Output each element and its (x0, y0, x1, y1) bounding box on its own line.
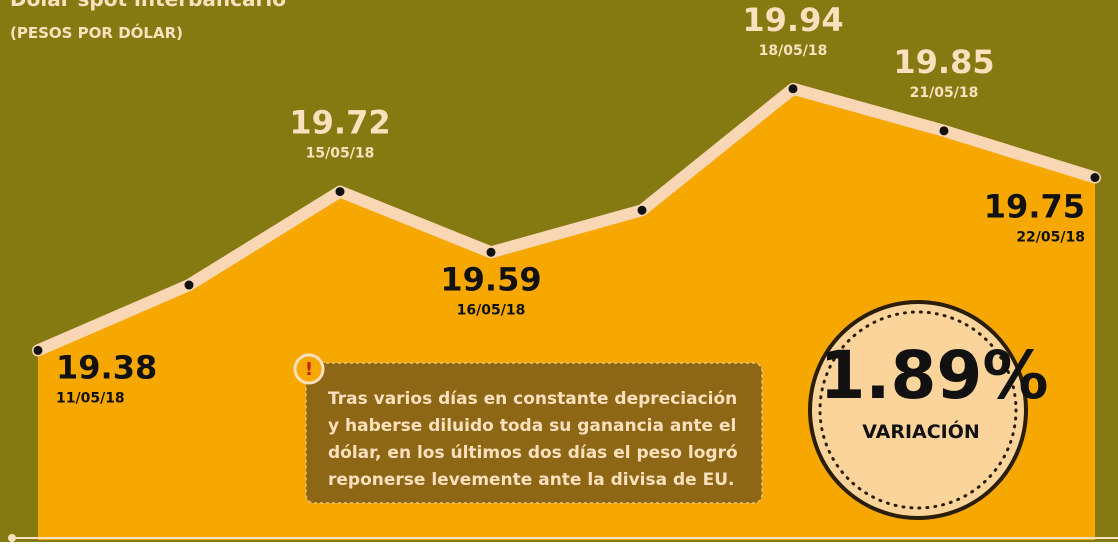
date-label: 15/05/18 (306, 146, 375, 162)
chart-subtitle: (PESOS POR DÓLAR) (10, 23, 183, 42)
variation-dots (818, 310, 1018, 510)
line (32, 82, 1101, 357)
value-label: 19.75 (984, 188, 1085, 226)
data-point (33, 345, 43, 355)
data-point (939, 126, 949, 136)
callout-line: Tras varios días en constante depreciaci… (328, 389, 737, 409)
date-label: 21/05/18 (910, 85, 979, 101)
data-point (1090, 173, 1100, 183)
alert-mark: ! (305, 359, 313, 380)
callout-text: Tras varios días en constante depreciaci… (328, 389, 738, 490)
callout-line: dólar, en los últimos dos días el peso l… (328, 443, 738, 463)
callout-line: y haberse diluido toda su ganancia ante … (328, 416, 736, 436)
variation-value: 1.89% (820, 337, 1049, 414)
callout-line: reponerse levemente ante la divisa de EU… (328, 470, 735, 490)
value-label: 19.72 (289, 104, 390, 142)
date-label: 18/05/18 (759, 43, 828, 59)
callout-box (305, 362, 763, 504)
date-label: 16/05/18 (457, 302, 526, 318)
date-label: 22/05/18 (1016, 230, 1085, 246)
date-label: 11/05/18 (56, 390, 125, 406)
value-label: 19.59 (440, 260, 541, 298)
value-label: 19.94 (742, 1, 843, 39)
data-point (486, 247, 496, 257)
value-label: 19.85 (893, 43, 994, 81)
data-point (184, 280, 194, 290)
alert-icon (293, 353, 325, 385)
data-point (335, 187, 345, 197)
chart-title: Dólar spot interbancario (10, 0, 286, 11)
baseline-dot (8, 534, 16, 542)
data-point (637, 205, 647, 215)
variation-label: VARIACIÓN (862, 419, 980, 443)
variation-circle (808, 300, 1028, 520)
data-point (788, 84, 798, 94)
value-label: 19.38 (56, 348, 157, 386)
